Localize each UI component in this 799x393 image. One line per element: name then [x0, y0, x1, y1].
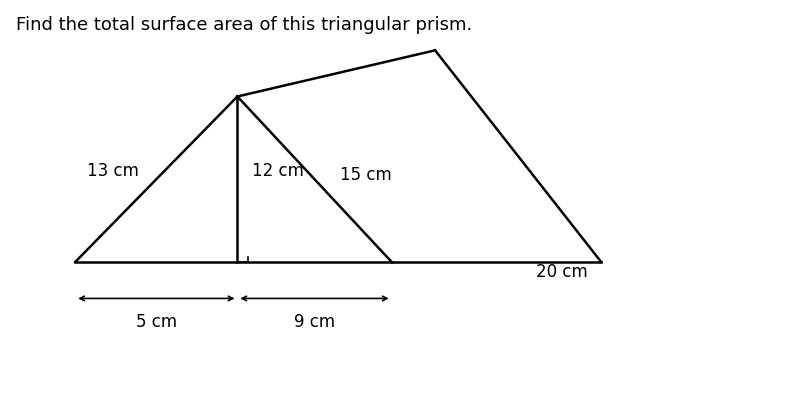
- Text: 13 cm: 13 cm: [87, 162, 139, 180]
- Text: 20 cm: 20 cm: [536, 263, 587, 281]
- Text: 12 cm: 12 cm: [252, 162, 304, 180]
- Text: 15 cm: 15 cm: [340, 166, 392, 184]
- Text: 5 cm: 5 cm: [136, 312, 177, 331]
- Text: Find the total surface area of this triangular prism.: Find the total surface area of this tria…: [16, 16, 472, 34]
- Text: 9 cm: 9 cm: [294, 312, 335, 331]
